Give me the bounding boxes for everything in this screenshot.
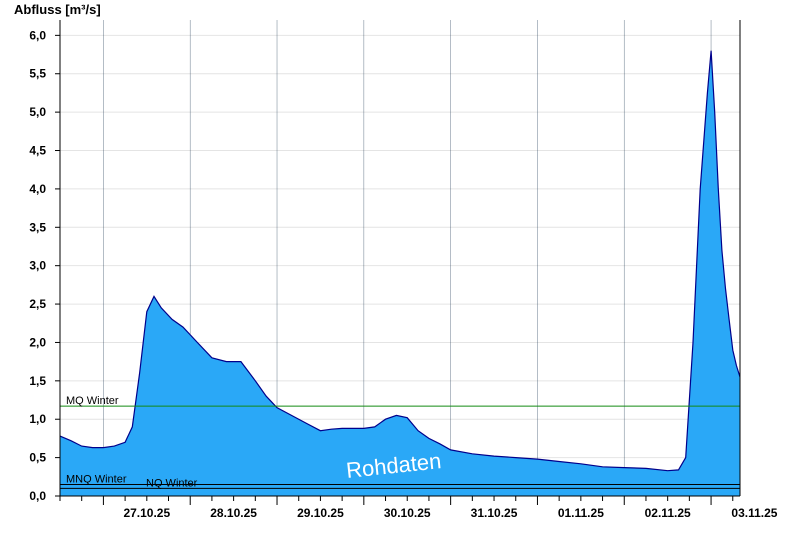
plot-area	[59, 50, 741, 496]
discharge-area	[60, 50, 740, 496]
y-tick-label: 1,5	[29, 374, 46, 388]
y-tick-label: 5,5	[29, 67, 46, 81]
reference-label: MQ Winter	[66, 395, 119, 407]
y-tick-label: 0,0	[29, 489, 46, 503]
y-tick-label: 3,0	[29, 259, 46, 273]
axes: 0,0 0,5 1,0 1,5 2,0 2,5 3,0 3,5 4,0 4,5 5,0 5,5 6,0 2…	[29, 20, 778, 520]
x-tick-label: 03.11.25	[731, 506, 777, 520]
y-tick-label: 5,0	[29, 105, 46, 119]
y-axis-title: Abfluss [m³/s]	[14, 2, 101, 17]
y-tick-label: 4,5	[29, 144, 46, 158]
y-tick-label: 6,0	[29, 28, 46, 42]
x-tick-label: 28.10.25	[210, 506, 257, 520]
discharge-line	[59, 50, 741, 472]
y-tick-label: 2,0	[29, 335, 46, 349]
x-tick-label: 01.11.25	[558, 506, 604, 520]
x-tick-label: 29.10.25	[297, 506, 344, 520]
y-tick-label: 3,5	[29, 220, 46, 234]
x-tick-label: 02.11.25	[645, 506, 691, 520]
reference-lines: MQ Winter MNQ Winter NQ Winter	[60, 395, 740, 489]
x-tick-label: 30.10.25	[384, 506, 431, 520]
y-tick-label: 4,0	[29, 182, 46, 196]
x-tick-label: 27.10.25	[123, 506, 170, 520]
reference-label: MNQ Winter	[66, 473, 127, 485]
reference-label: NQ Winter	[146, 477, 198, 489]
x-tick-label: 31.10.25	[471, 506, 518, 520]
y-tick-label: 0,5	[29, 451, 46, 465]
y-tick-label: 1,0	[29, 412, 46, 426]
y-tick-label: 2,5	[29, 297, 46, 311]
